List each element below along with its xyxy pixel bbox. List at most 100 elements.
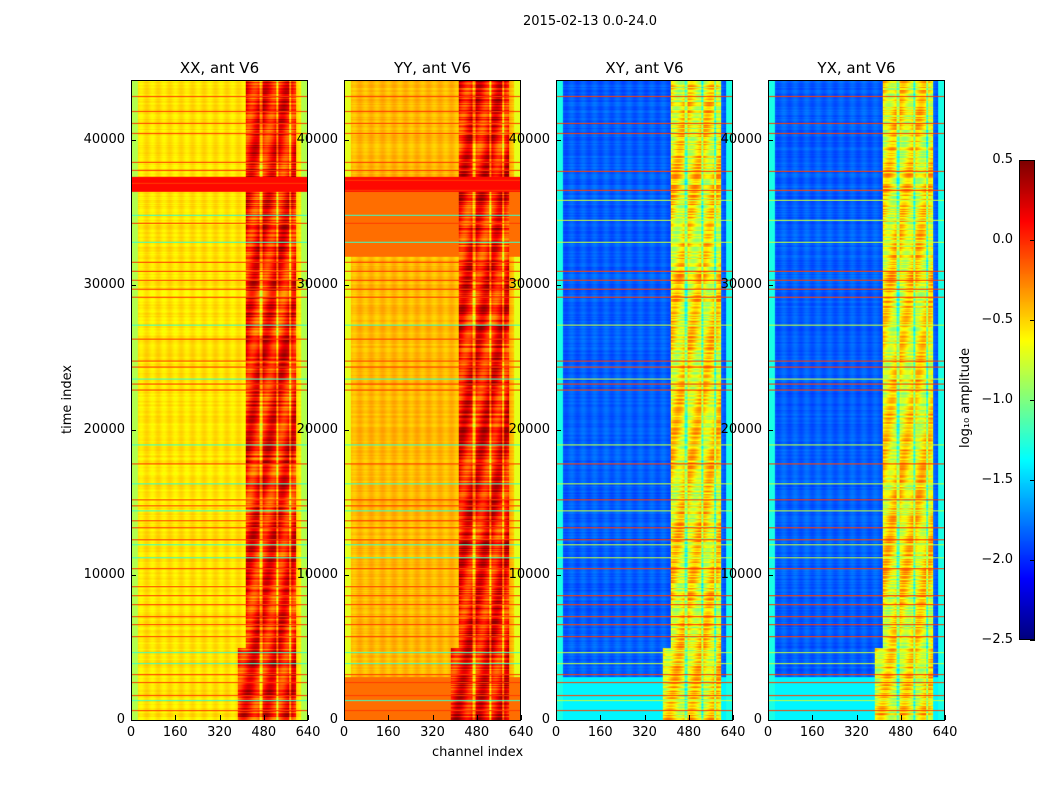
x-tick-label: 640	[508, 725, 534, 740]
colorbar-tick	[1030, 240, 1035, 241]
x-tick	[900, 715, 902, 720]
colorbar-tick	[1030, 320, 1035, 321]
x-tick	[175, 715, 177, 720]
x-tick-label: 480	[464, 725, 490, 740]
heatmap-image	[345, 81, 520, 720]
x-tick-label: 0	[551, 725, 561, 740]
y-tick	[344, 574, 349, 576]
x-tick	[688, 715, 690, 720]
x-tick	[945, 715, 946, 720]
x-tick-label: 480	[676, 725, 702, 740]
colorbar-tick-label: −0.5	[981, 312, 1013, 327]
heatmap-panel	[556, 80, 733, 721]
y-tick-label: 0	[753, 712, 762, 727]
colorbar-tick-label: −1.0	[981, 392, 1013, 407]
panel-title: XY, ant V6	[605, 59, 684, 77]
y-tick	[768, 139, 773, 141]
figure-title: 2015-02-13 0.0-24.0	[523, 14, 657, 29]
colorbar-tick-label: −2.5	[981, 632, 1013, 647]
x-tick	[432, 715, 434, 720]
y-tick	[556, 139, 561, 141]
x-tick	[219, 715, 221, 720]
x-tick	[263, 715, 265, 720]
y-tick-label: 20000	[720, 421, 762, 437]
y-tick-label: 30000	[508, 276, 550, 292]
x-tick	[344, 715, 345, 720]
y-tick-label: 30000	[296, 276, 338, 292]
y-tick	[131, 574, 136, 576]
x-tick-label: 320	[207, 725, 232, 740]
heatmap-image	[132, 81, 307, 720]
y-tick-label: 0	[541, 712, 550, 727]
colorbar-tick	[1030, 480, 1035, 481]
x-tick	[768, 715, 769, 720]
x-tick-label: 320	[420, 725, 445, 740]
x-tick-label: 160	[162, 725, 188, 740]
x-tick	[856, 715, 858, 720]
colorbar-tick-label: 0.0	[992, 232, 1013, 247]
colorbar-tick	[1030, 160, 1035, 161]
y-tick	[556, 429, 561, 431]
x-tick-label: 480	[251, 725, 277, 740]
y-tick-label: 0	[329, 712, 338, 727]
colorbar-tick-label: 0.5	[992, 152, 1013, 167]
y-tick	[556, 720, 561, 721]
heatmap-panel	[768, 80, 945, 721]
x-tick-label: 160	[799, 725, 825, 740]
y-tick-label: 40000	[83, 131, 125, 147]
x-tick	[733, 715, 734, 720]
y-tick	[768, 720, 773, 721]
y-tick-label: 20000	[83, 421, 125, 437]
x-tick-label: 320	[844, 725, 869, 740]
panel-title: YY, ant V6	[393, 59, 471, 77]
colorbar-tick	[1030, 400, 1035, 401]
y-tick	[131, 720, 136, 721]
y-tick	[556, 284, 561, 286]
y-tick-label: 20000	[296, 421, 338, 437]
heatmap-image	[557, 81, 732, 720]
colorbar-tick-label: −2.0	[981, 552, 1013, 567]
panel-title: XX, ant V6	[179, 59, 260, 77]
x-tick-label: 320	[632, 725, 657, 740]
y-tick	[768, 429, 773, 431]
x-tick	[388, 715, 390, 720]
y-tick-label: 10000	[508, 566, 550, 582]
y-tick	[131, 284, 136, 286]
panel-title: YX, ant V6	[817, 59, 896, 77]
y-tick-label: 20000	[508, 421, 550, 437]
x-tick-label: 0	[339, 725, 349, 740]
y-tick	[556, 574, 561, 576]
x-tick-label: 0	[126, 725, 136, 740]
colorbar-tick	[1030, 560, 1035, 561]
y-tick	[344, 139, 349, 141]
y-tick-label: 40000	[508, 131, 550, 147]
y-tick	[131, 139, 136, 141]
heatmap-panel	[344, 80, 521, 721]
y-tick-label: 0	[116, 712, 125, 727]
y-tick-label: 10000	[296, 566, 338, 582]
x-tick-label: 640	[295, 725, 321, 740]
y-tick	[344, 429, 349, 431]
y-tick-label: 10000	[720, 566, 762, 582]
x-tick-label: 160	[375, 725, 401, 740]
y-tick	[344, 720, 349, 721]
x-tick-label: 640	[720, 725, 746, 740]
x-tick-label: 0	[763, 725, 773, 740]
x-tick-label: 160	[587, 725, 613, 740]
colorbar-tick	[1030, 640, 1035, 641]
x-tick	[476, 715, 478, 720]
x-tick	[131, 715, 132, 720]
x-tick-label: 640	[932, 725, 958, 740]
colorbar-tick-label: −1.5	[981, 472, 1013, 487]
x-tick	[812, 715, 814, 720]
y-tick-label: 40000	[720, 131, 762, 147]
y-tick-label: 30000	[83, 276, 125, 292]
y-tick	[131, 429, 136, 431]
x-tick-label: 480	[888, 725, 914, 740]
heatmap-panel	[131, 80, 308, 721]
x-tick	[600, 715, 602, 720]
x-axis-label: channel index	[432, 745, 524, 760]
y-tick	[768, 574, 773, 576]
y-tick-label: 10000	[83, 566, 125, 582]
